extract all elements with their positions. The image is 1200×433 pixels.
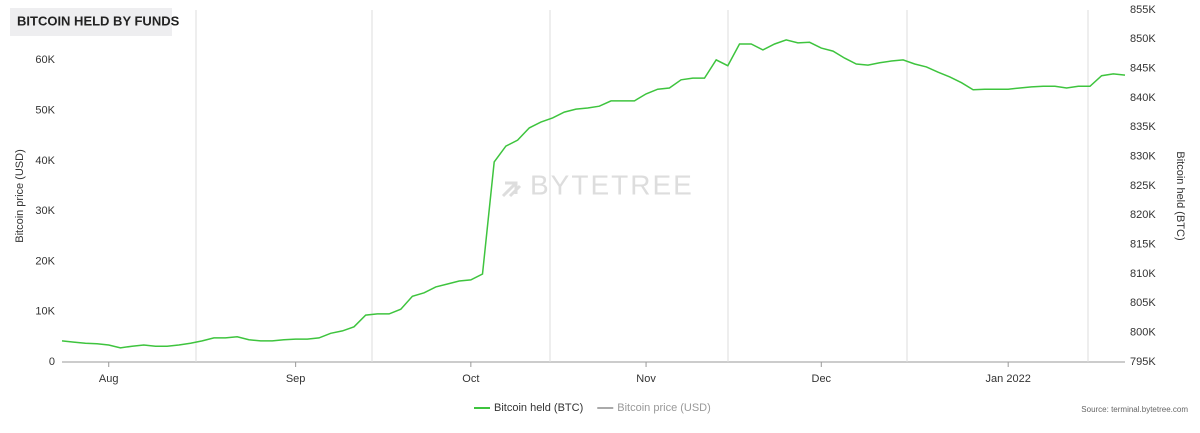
y2-tick-label: 830K [1130,151,1156,163]
x-tick-label: Sep [286,373,306,385]
y-tick-label: 10K [35,306,55,318]
y-tick-label: 0 [49,356,55,368]
x-tick-label: Dec [812,373,832,385]
y-tick-label: 20K [35,255,55,267]
watermark-icon [501,181,522,198]
y2-tick-label: 825K [1130,180,1156,192]
y-tick-label: 40K [35,155,55,167]
legend-label[interactable]: Bitcoin held (BTC) [494,402,583,414]
y-tick-label: 30K [35,205,55,217]
source: Source: terminal.bytetree.com [1081,405,1188,414]
y2-tick-label: 835K [1130,121,1156,133]
watermark-text: BYTETREE [530,169,694,200]
y2-tick-label: 840K [1130,92,1156,104]
y2-tick-label: 795K [1130,356,1156,368]
y2-tick-label: 810K [1130,268,1156,280]
y2-tick-label: 800K [1130,327,1156,339]
title-box [10,8,172,36]
legend-label[interactable]: Bitcoin price (USD) [617,402,711,414]
y2-tick-label: 820K [1130,209,1156,221]
series-line [61,39,1126,349]
x-tick-label: Oct [462,373,479,385]
y-tick-label: 60K [35,54,55,66]
y2-axis-label: Bitcoin held (BTC) [1174,151,1186,240]
y2-tick-label: 845K [1130,63,1156,75]
y2-tick-label: 805K [1130,297,1156,309]
x-tick-label: Nov [636,373,656,385]
y-tick-label: 50K [35,104,55,116]
x-grid [195,10,1089,362]
y2-tick-label: 850K [1130,33,1156,45]
watermark: BYTETREE [501,169,694,200]
x-tick-label: Jan 2022 [986,373,1031,385]
y2-tick-label: 815K [1130,239,1156,251]
y-axis-label: Bitcoin price (USD) [14,149,26,243]
y2-tick-label: 855K [1130,4,1156,16]
chart-title: BITCOIN HELD BY FUNDS [17,13,180,28]
x-tick-label: Aug [99,373,119,385]
